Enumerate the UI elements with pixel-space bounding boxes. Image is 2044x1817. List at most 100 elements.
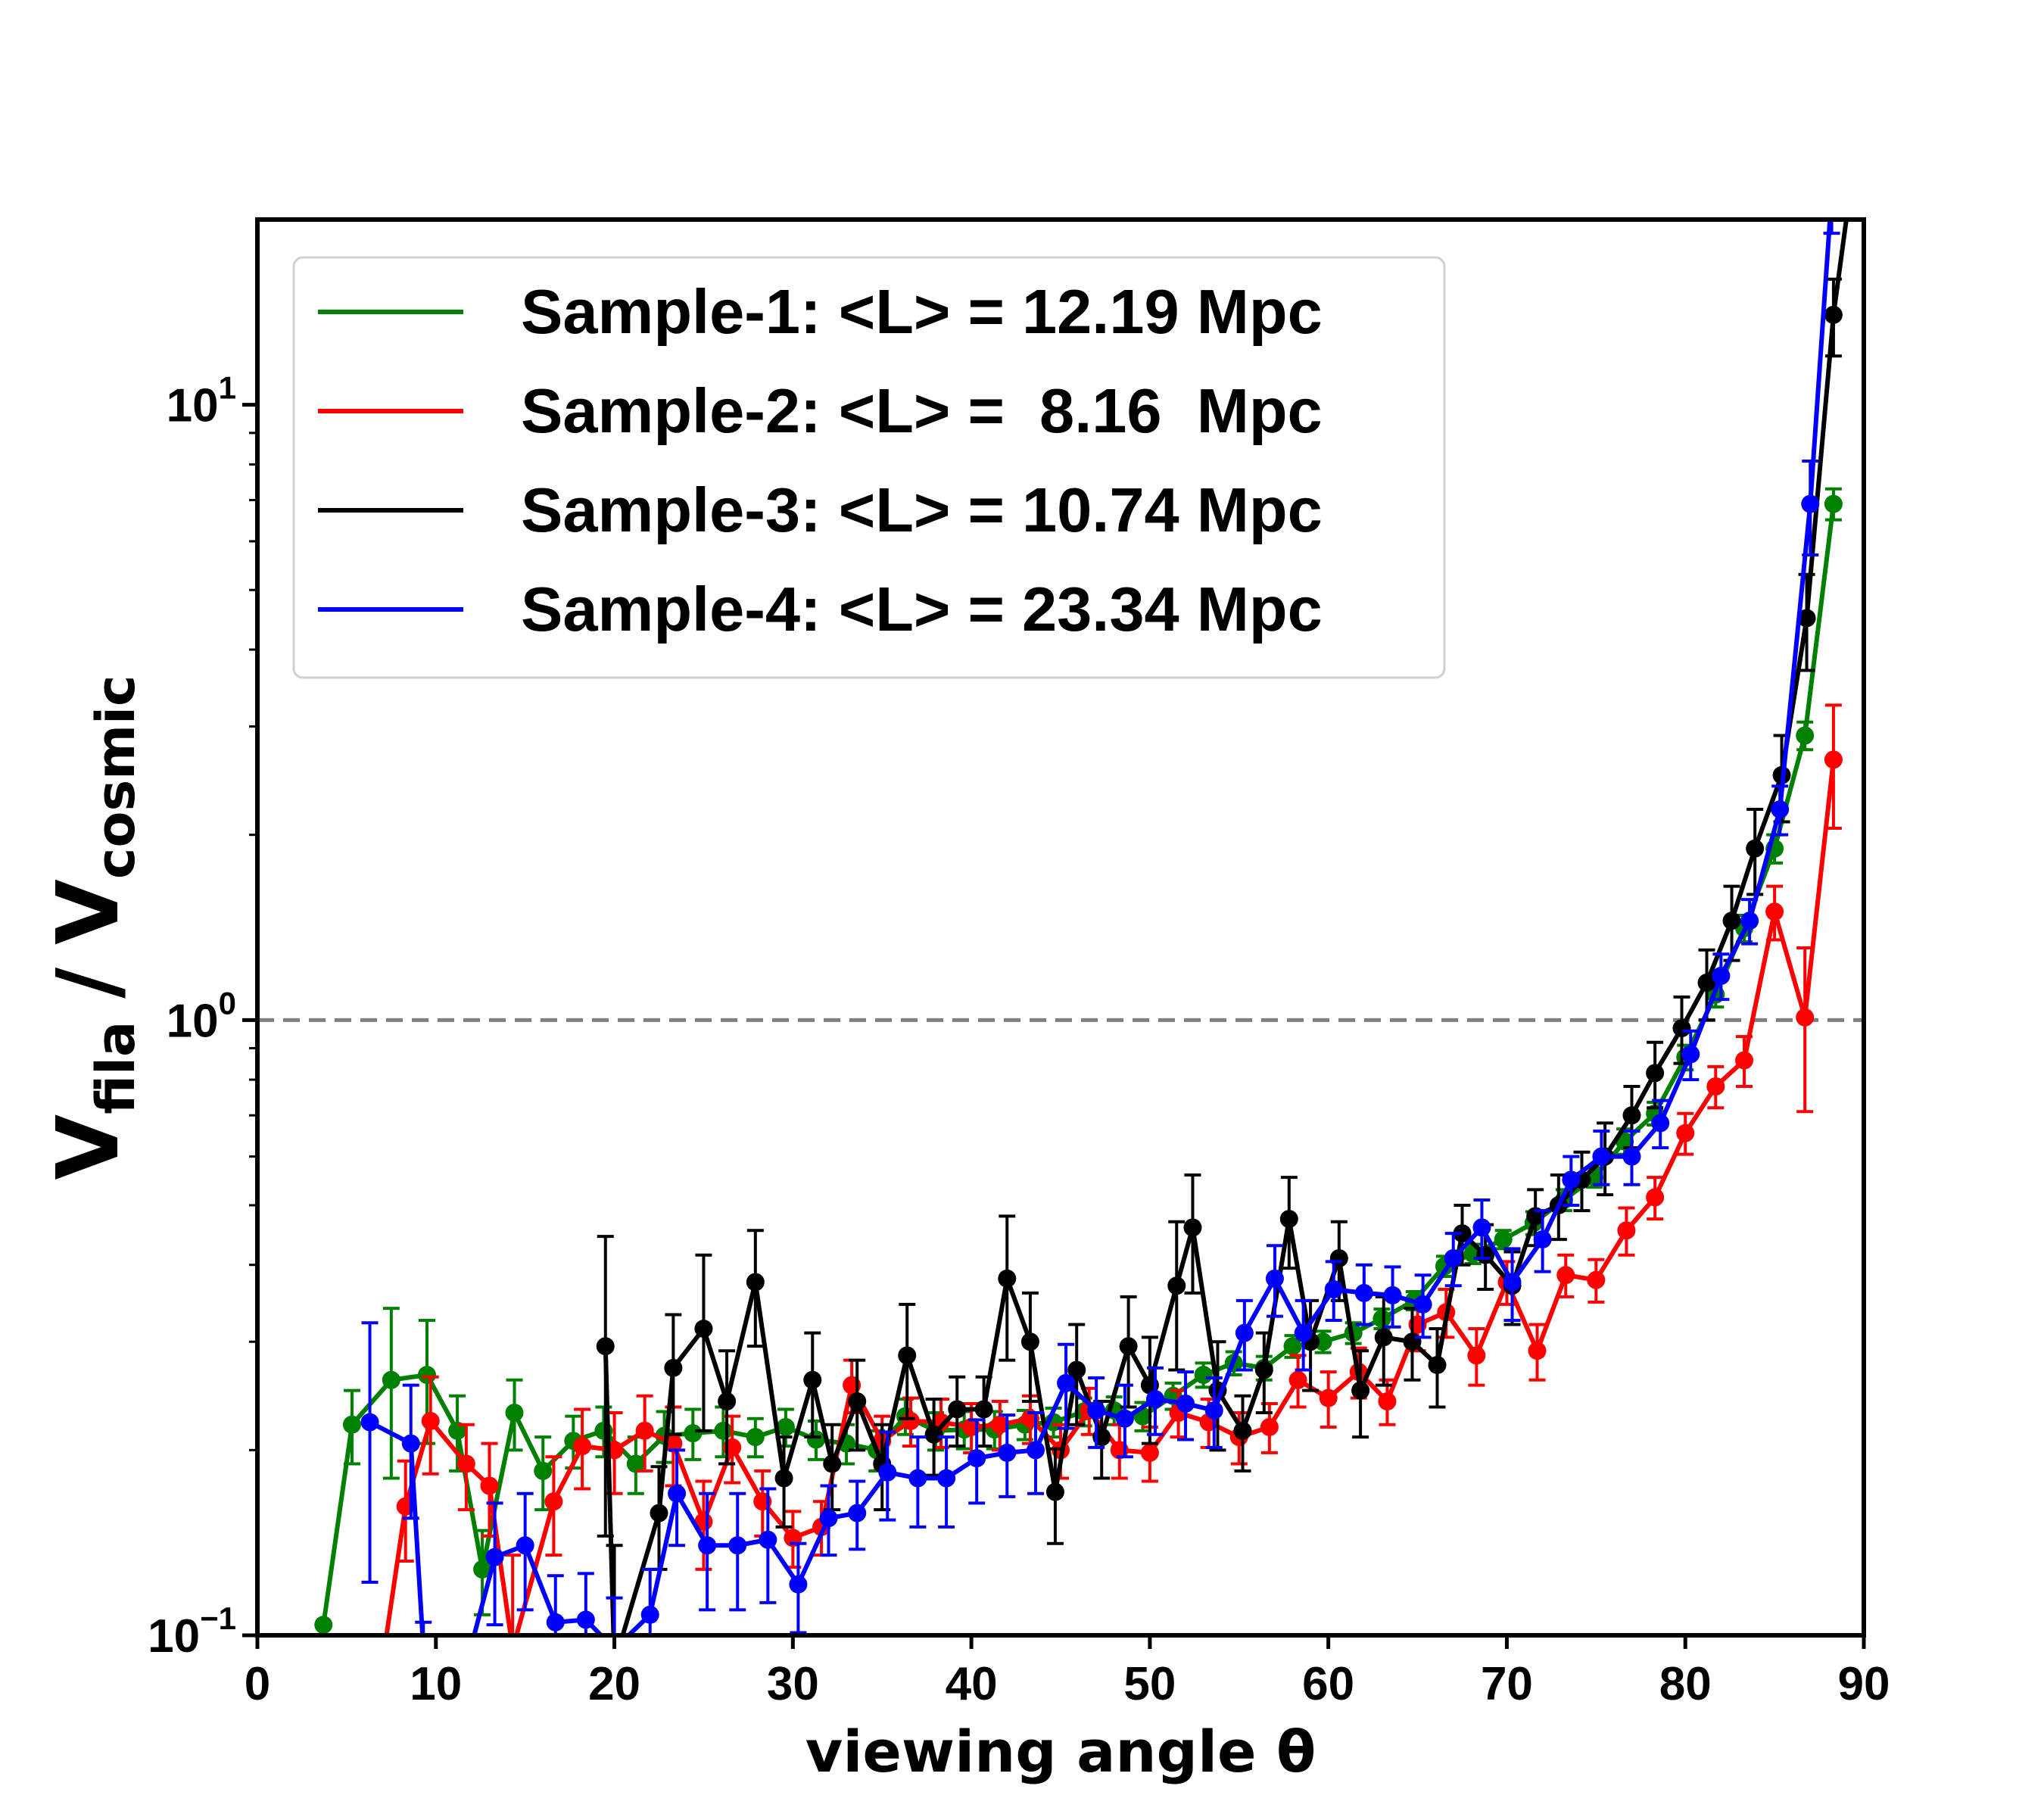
point-s4-40 <box>1562 1170 1581 1189</box>
legend-label-sample-3: Sample-3: <L> = 10.74 Mpc <box>521 475 1323 545</box>
point-s2-31 <box>1288 1370 1307 1389</box>
point-s2-46 <box>1735 1051 1754 1070</box>
point-s3-17 <box>1020 1332 1039 1351</box>
point-s4-14 <box>789 1575 808 1594</box>
axes-frame <box>255 217 1866 1638</box>
x-tick-label-0: 0 <box>245 1658 270 1710</box>
point-s2-9 <box>635 1421 654 1440</box>
point-s2-39 <box>1528 1342 1547 1360</box>
point-s4-43 <box>1651 1114 1670 1133</box>
x-tick-label-60: 60 <box>1302 1658 1354 1710</box>
point-s4-18 <box>908 1469 927 1488</box>
point-s3-0 <box>596 1337 615 1356</box>
point-s2-6 <box>544 1492 563 1511</box>
point-s4-15 <box>819 1509 838 1528</box>
point-s4-23 <box>1057 1373 1076 1392</box>
point-s4-27 <box>1176 1394 1195 1413</box>
point-s2-47 <box>1765 902 1784 921</box>
point-s1-15 <box>776 1417 795 1436</box>
point-s4-48 <box>1801 494 1820 513</box>
point-s4-19 <box>937 1469 956 1488</box>
point-s2-49 <box>1824 750 1843 769</box>
point-s1-2 <box>382 1370 400 1389</box>
point-s3-27 <box>1254 1360 1273 1379</box>
point-s1-50 <box>1824 494 1843 513</box>
point-s4-44 <box>1681 1045 1700 1064</box>
point-s3-19 <box>1067 1360 1086 1379</box>
point-s4-6 <box>546 1613 565 1632</box>
point-s1-16 <box>806 1430 825 1449</box>
series-4 <box>360 220 1840 1635</box>
point-s1-13 <box>714 1421 733 1440</box>
point-s4-0 <box>360 1413 379 1432</box>
point-s4-28 <box>1204 1401 1223 1420</box>
point-s2-41 <box>1587 1270 1606 1289</box>
point-s4-41 <box>1592 1147 1611 1166</box>
point-s4-10 <box>668 1484 687 1503</box>
point-s4-1 <box>401 1434 420 1453</box>
point-s3-2 <box>650 1504 668 1522</box>
x-tick-label-30: 30 <box>767 1658 819 1710</box>
point-s1-39 <box>1494 1230 1513 1249</box>
point-s3-49 <box>1797 609 1816 628</box>
x-tick-label-20: 20 <box>588 1658 640 1710</box>
point-s2-32 <box>1319 1388 1338 1407</box>
point-s3-31 <box>1351 1381 1370 1400</box>
y-tick-label-1: 100 <box>167 985 236 1047</box>
point-s4-29 <box>1235 1323 1254 1342</box>
point-s4-30 <box>1265 1269 1284 1288</box>
point-s2-40 <box>1556 1266 1575 1285</box>
point-s4-4 <box>485 1547 504 1566</box>
point-s2-37 <box>1467 1346 1486 1365</box>
plot-area <box>257 220 1864 1635</box>
point-s4-20 <box>967 1449 986 1468</box>
point-s4-36 <box>1444 1249 1463 1268</box>
point-s4-17 <box>878 1463 897 1482</box>
point-s3-13 <box>924 1425 943 1444</box>
point-s4-31 <box>1294 1323 1313 1342</box>
point-s4-45 <box>1712 966 1731 985</box>
point-s4-24 <box>1087 1401 1106 1420</box>
x-axis: 0 10 20 30 40 50 60 70 80 90 <box>245 1635 1890 1710</box>
point-s3-42 <box>1622 1106 1641 1125</box>
point-s3-28 <box>1279 1210 1298 1229</box>
point-s4-5 <box>516 1536 534 1555</box>
point-s2-2 <box>421 1411 440 1430</box>
point-s2-18 <box>901 1411 920 1430</box>
point-s4-32 <box>1324 1280 1343 1299</box>
legend: Sample-1: <L> = 12.19 Mpc Sample-2: <L> … <box>292 256 1446 679</box>
point-s4-47 <box>1771 800 1790 819</box>
point-s3-14 <box>948 1400 967 1419</box>
point-s4-16 <box>848 1504 867 1522</box>
point-s1-4 <box>448 1421 467 1440</box>
point-s3-34 <box>1428 1355 1447 1374</box>
point-s2-30 <box>1260 1417 1279 1436</box>
point-s2-48 <box>1796 1008 1815 1027</box>
point-s1-6 <box>505 1404 524 1423</box>
point-s4-13 <box>759 1530 777 1549</box>
point-s1-1 <box>342 1415 361 1434</box>
x-tick-label-90: 90 <box>1838 1658 1890 1710</box>
point-s1-32 <box>1283 1337 1302 1356</box>
point-s1-12 <box>684 1424 703 1443</box>
point-s4-34 <box>1383 1286 1402 1304</box>
point-s3-18 <box>1045 1482 1064 1501</box>
point-s1-5 <box>473 1560 492 1579</box>
x-tick-label-40: 40 <box>946 1658 998 1710</box>
point-s3-46 <box>1722 912 1741 930</box>
legend-label-sample-4: Sample-4: <L> = 23.34 Mpc <box>521 574 1323 644</box>
point-s4-25 <box>1115 1409 1134 1428</box>
point-s3-12 <box>898 1346 917 1365</box>
point-s1-10 <box>626 1454 645 1473</box>
point-s3-47 <box>1746 839 1765 858</box>
point-s3-33 <box>1403 1332 1422 1351</box>
point-s3-44 <box>1672 1019 1691 1038</box>
y-tick-label-10: 101 <box>167 370 236 432</box>
point-s3-5 <box>718 1392 737 1411</box>
point-s4-46 <box>1740 912 1759 930</box>
point-s2-21 <box>990 1415 1009 1434</box>
point-s4-11 <box>698 1536 717 1555</box>
point-s4-26 <box>1145 1390 1164 1409</box>
point-s2-10 <box>664 1434 683 1453</box>
